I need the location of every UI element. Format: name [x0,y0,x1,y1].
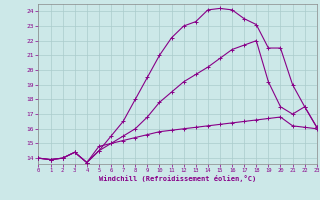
X-axis label: Windchill (Refroidissement éolien,°C): Windchill (Refroidissement éolien,°C) [99,175,256,182]
